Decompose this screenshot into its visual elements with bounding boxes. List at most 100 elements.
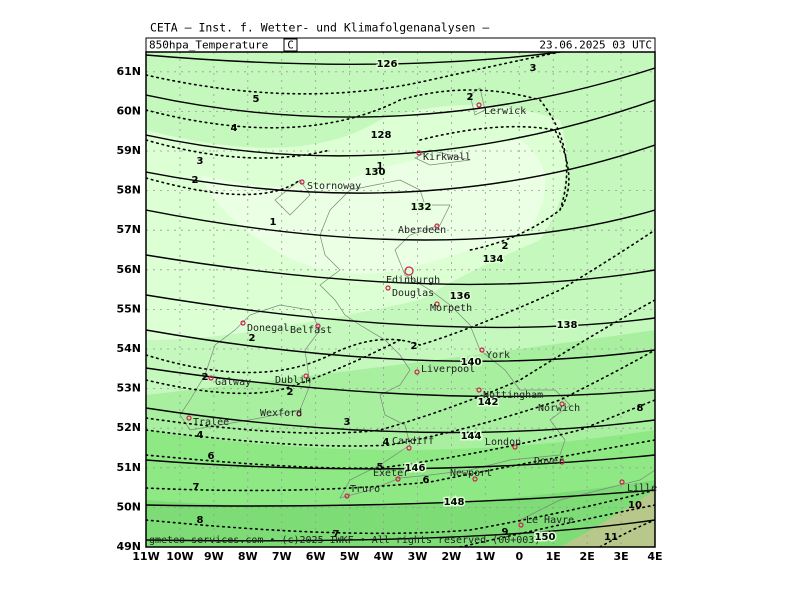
temperature-label: 1 <box>377 161 384 172</box>
temperature-isoline <box>146 399 655 470</box>
temperature-isoline <box>146 139 331 159</box>
lat-label: 57N <box>116 223 141 236</box>
lon-label: 10W <box>166 550 193 563</box>
city-name: Tralee <box>193 417 229 428</box>
lon-label: 1W <box>475 550 495 563</box>
lat-label: 50N <box>116 500 141 513</box>
temperature-label: 8 <box>637 403 644 414</box>
city-name: Donegal <box>247 323 289 334</box>
city-name: Wexford <box>260 408 302 419</box>
field-fill <box>560 490 655 547</box>
height-label: 136 <box>450 291 471 302</box>
city-marker <box>434 223 440 229</box>
temperature-isoline <box>146 52 561 95</box>
temperature-label: 3 <box>197 156 204 167</box>
map-area <box>146 52 655 547</box>
city-name: Liverpool <box>421 364 475 375</box>
city-name: Exeter <box>373 468 409 479</box>
lat-label: 54N <box>116 342 141 355</box>
temperature-isoline <box>146 89 568 251</box>
lat-label: 61N <box>116 65 141 78</box>
lon-label: 0 <box>515 550 523 563</box>
temperature-label: 1 <box>270 217 277 228</box>
city-name: Dover <box>534 456 564 467</box>
height-contour <box>146 489 655 507</box>
city-name: Nottingham <box>483 390 543 401</box>
temperature-label: 7 <box>333 529 340 540</box>
city-name: Cardiff <box>392 436 434 447</box>
temperature-label: 2 <box>249 333 256 344</box>
city-marker <box>559 459 565 465</box>
city-name: Belfast <box>290 325 332 336</box>
city-marker <box>404 266 414 276</box>
height-contour <box>146 519 655 542</box>
city-name: Lerwick <box>484 106 526 117</box>
height-contour <box>146 209 655 241</box>
lat-label: 49N <box>116 540 141 553</box>
height-contour <box>146 407 655 434</box>
city-marker <box>476 102 482 108</box>
lon-label: 4W <box>374 550 394 563</box>
height-label: 146 <box>405 463 426 474</box>
city-marker <box>296 411 302 417</box>
height-contour <box>146 294 655 329</box>
temperature-label: 8 <box>197 515 204 526</box>
city-marker <box>414 369 420 375</box>
city-marker <box>240 320 246 326</box>
height-label: 142 <box>478 397 499 408</box>
height-label: 134 <box>483 254 504 265</box>
city-marker <box>476 387 482 393</box>
lat-label: 55N <box>116 302 141 315</box>
temperature-label: 2 <box>467 92 474 103</box>
lon-label: 3W <box>408 550 428 563</box>
city-marker <box>385 285 391 291</box>
lon-label: 3E <box>613 550 628 563</box>
city-marker <box>434 301 440 307</box>
city-name: Dublin <box>275 375 311 386</box>
city-name: Galway <box>215 377 251 388</box>
lon-label: 1E <box>546 550 561 563</box>
city-name: Douglas <box>392 288 434 299</box>
lon-label: 4E <box>647 550 662 563</box>
valid-time: 23.06.2025 03 UTC <box>539 39 652 52</box>
height-contour <box>146 367 655 398</box>
city-marker <box>512 444 518 450</box>
city-marker <box>303 373 309 379</box>
lat-label: 59N <box>116 144 141 157</box>
lat-label: 53N <box>116 382 141 395</box>
lat-label: 51N <box>116 461 141 474</box>
temperature-isoline <box>146 299 655 434</box>
city-name: London <box>485 437 521 448</box>
city-marker <box>186 415 192 421</box>
lat-label: 60N <box>116 104 141 117</box>
height-label: 148 <box>444 497 465 508</box>
map-frame <box>145 51 656 548</box>
temperature-label: 2 <box>502 241 509 252</box>
temperature-isoline <box>146 229 655 374</box>
city-marker <box>479 347 485 353</box>
city-name: Norwich <box>538 403 580 414</box>
city-name: Stornoway <box>307 181 361 192</box>
city-name: Lille <box>627 483 657 494</box>
height-contour <box>146 254 655 286</box>
lon-label: 9W <box>204 550 224 563</box>
temperature-isoline <box>599 519 655 547</box>
temperature-isoline <box>146 349 655 447</box>
city-marker <box>559 401 565 407</box>
temperature-label: 5 <box>377 462 384 473</box>
lon-label: 7W <box>272 550 292 563</box>
temperature-label: 3 <box>344 417 351 428</box>
lat-label: 56N <box>116 263 141 276</box>
lat-label: 52N <box>116 421 141 434</box>
temperature-label: 3 <box>530 63 537 74</box>
lon-label: 6W <box>306 550 326 563</box>
city-marker <box>315 323 321 329</box>
height-contour <box>146 454 655 470</box>
city-marker <box>208 375 214 381</box>
city-marker <box>344 493 350 499</box>
header-title: CETA — Inst. f. Wetter- und Klimafolgena… <box>150 21 489 35</box>
temperature-label: 11 <box>604 532 618 543</box>
city-marker <box>299 179 305 185</box>
temperature-isoline <box>459 504 655 547</box>
